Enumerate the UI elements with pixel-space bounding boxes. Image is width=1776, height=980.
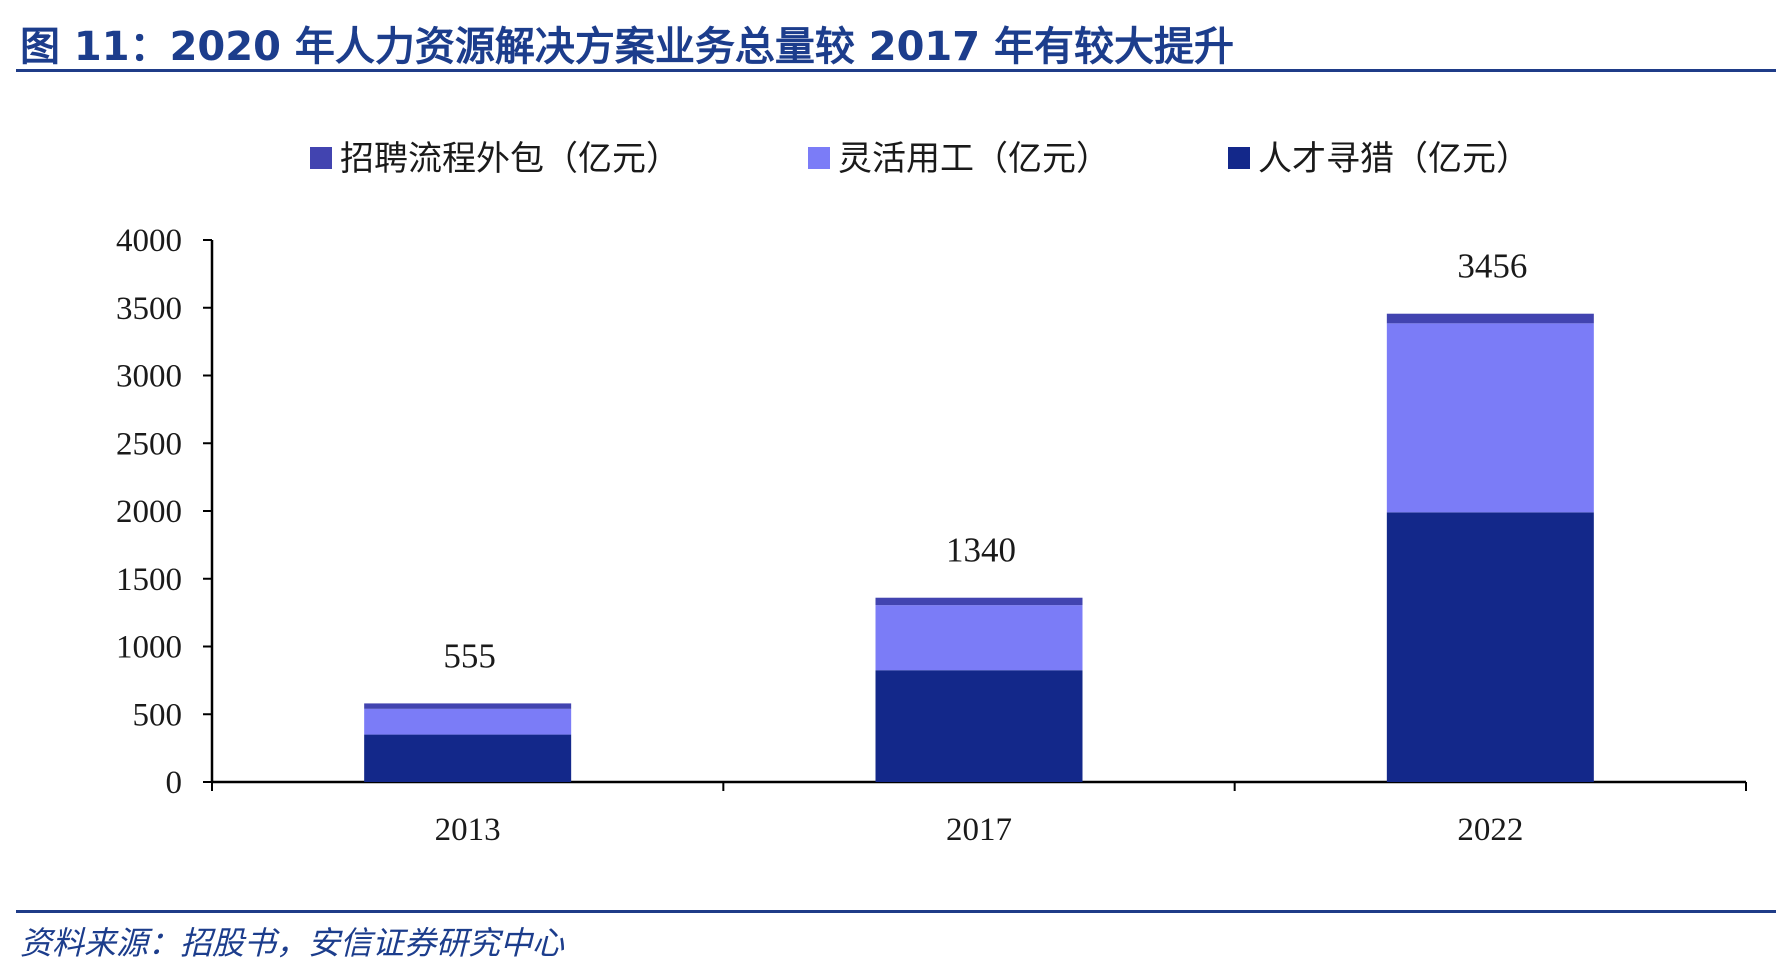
y-tick-label: 0 xyxy=(166,765,183,801)
y-tick-label: 3500 xyxy=(116,291,182,327)
source-note: 资料来源：招股书，安信证券研究中心 xyxy=(20,924,565,962)
bar-segment-2 xyxy=(364,703,572,709)
bar-segment-0 xyxy=(364,734,572,782)
bar-segment-2 xyxy=(875,597,1083,606)
legend-swatch xyxy=(1228,147,1250,169)
bar-segment-1 xyxy=(364,708,572,735)
bar-segment-0 xyxy=(875,670,1083,782)
legend-label: 招聘流程外包（亿元） xyxy=(340,139,680,179)
x-axis: 2013 2017 2022 xyxy=(211,780,1747,848)
bar-segment-1 xyxy=(1386,323,1594,513)
y-tick-label: 1000 xyxy=(116,630,182,666)
y-tick-label: 4000 xyxy=(116,223,182,259)
legend-swatch xyxy=(310,147,332,169)
total-label: 1340 xyxy=(946,531,1016,570)
y-tick-label: 500 xyxy=(133,697,183,733)
legend: 招聘流程外包（亿元） 灵活用工（亿元） 人才寻猎（亿元） xyxy=(310,139,1530,179)
y-tick-label: 2500 xyxy=(116,426,182,462)
stacked-bar-chart: 招聘流程外包（亿元） 灵活用工（亿元） 人才寻猎（亿元） 0 500 1000 1500 2… xyxy=(116,139,1747,848)
x-tick-label: 2022 xyxy=(1457,812,1523,848)
legend-swatch xyxy=(808,147,830,169)
y-tick-label: 1500 xyxy=(116,562,182,598)
total-label: 555 xyxy=(443,636,496,675)
footer-rule xyxy=(16,910,1776,913)
legend-label: 灵活用工（亿元） xyxy=(838,139,1110,179)
y-tick-label: 2000 xyxy=(116,494,182,530)
bar-segment-2 xyxy=(1386,313,1594,324)
bar-segment-0 xyxy=(1386,512,1594,782)
x-tick-label: 2013 xyxy=(435,812,501,848)
y-axis: 0 500 1000 1500 2000 2500 3000 3500 4000 xyxy=(116,223,214,801)
x-tick-label: 2017 xyxy=(946,812,1012,848)
bars xyxy=(364,313,1594,782)
bar-segment-1 xyxy=(875,605,1083,671)
chart-title: 图 11：2020 年人力资源解决方案业务总量较 2017 年有较大提升 xyxy=(20,24,1235,70)
y-tick-label: 3000 xyxy=(116,359,182,395)
title-bar: 图 11：2020 年人力资源解决方案业务总量较 2017 年有较大提升 xyxy=(16,6,1776,72)
total-label: 3456 xyxy=(1457,247,1527,286)
legend-label: 人才寻猎（亿元） xyxy=(1258,139,1530,179)
total-labels: 555 1340 3456 xyxy=(443,247,1527,676)
